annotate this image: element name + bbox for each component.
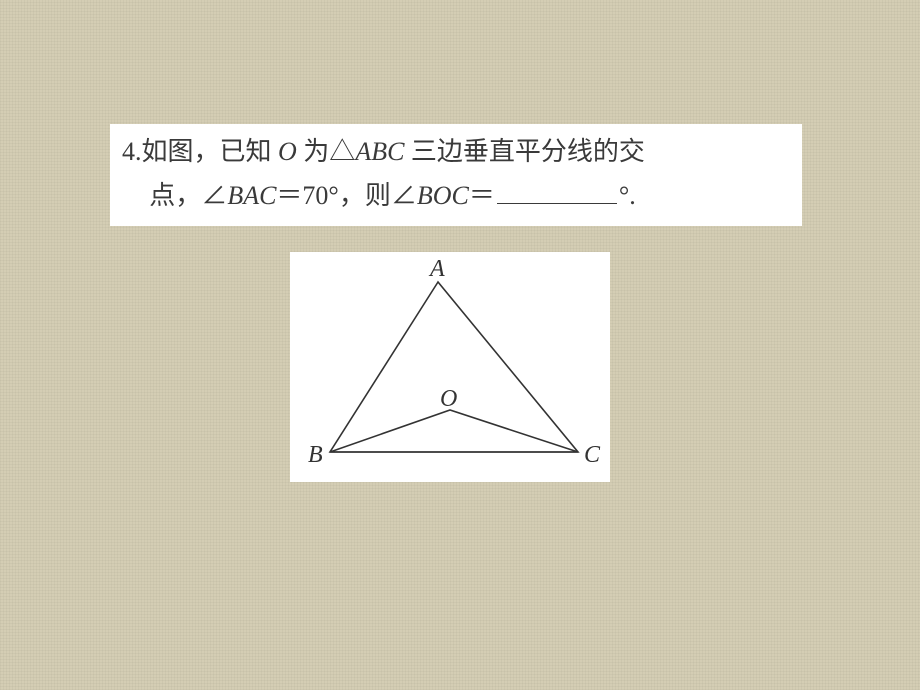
var-ABC: ABC — [355, 137, 404, 166]
label-C: C — [584, 442, 601, 468]
problem-number: 4. — [122, 137, 142, 166]
var-BAC: BAC — [227, 181, 276, 210]
answer-blank[interactable] — [497, 178, 617, 204]
text-seg: 点，∠ — [149, 181, 227, 210]
var-O: O — [278, 137, 297, 166]
problem-text-box: 4.如图，已知 O 为△ABC 三边垂直平分线的交 点，∠BAC＝70°，则∠B… — [110, 124, 802, 226]
label-O: O — [440, 386, 457, 412]
label-B: B — [308, 442, 323, 468]
triangle-ABC — [330, 282, 578, 452]
var-BOC: BOC — [417, 181, 469, 210]
triangle-figure: A B C O — [290, 252, 610, 482]
triangle-BOC — [330, 410, 578, 452]
text-seg: °. — [619, 181, 636, 210]
text-seg: 为△ — [297, 137, 356, 166]
text-seg: 如图，已知 — [142, 137, 279, 166]
text-seg: 三边垂直平分线的交 — [404, 137, 645, 166]
label-A: A — [428, 256, 445, 282]
text-seg: ＝ — [469, 181, 495, 210]
figure-box: A B C O — [290, 252, 610, 482]
text-seg: ＝70°，则∠ — [276, 181, 416, 210]
